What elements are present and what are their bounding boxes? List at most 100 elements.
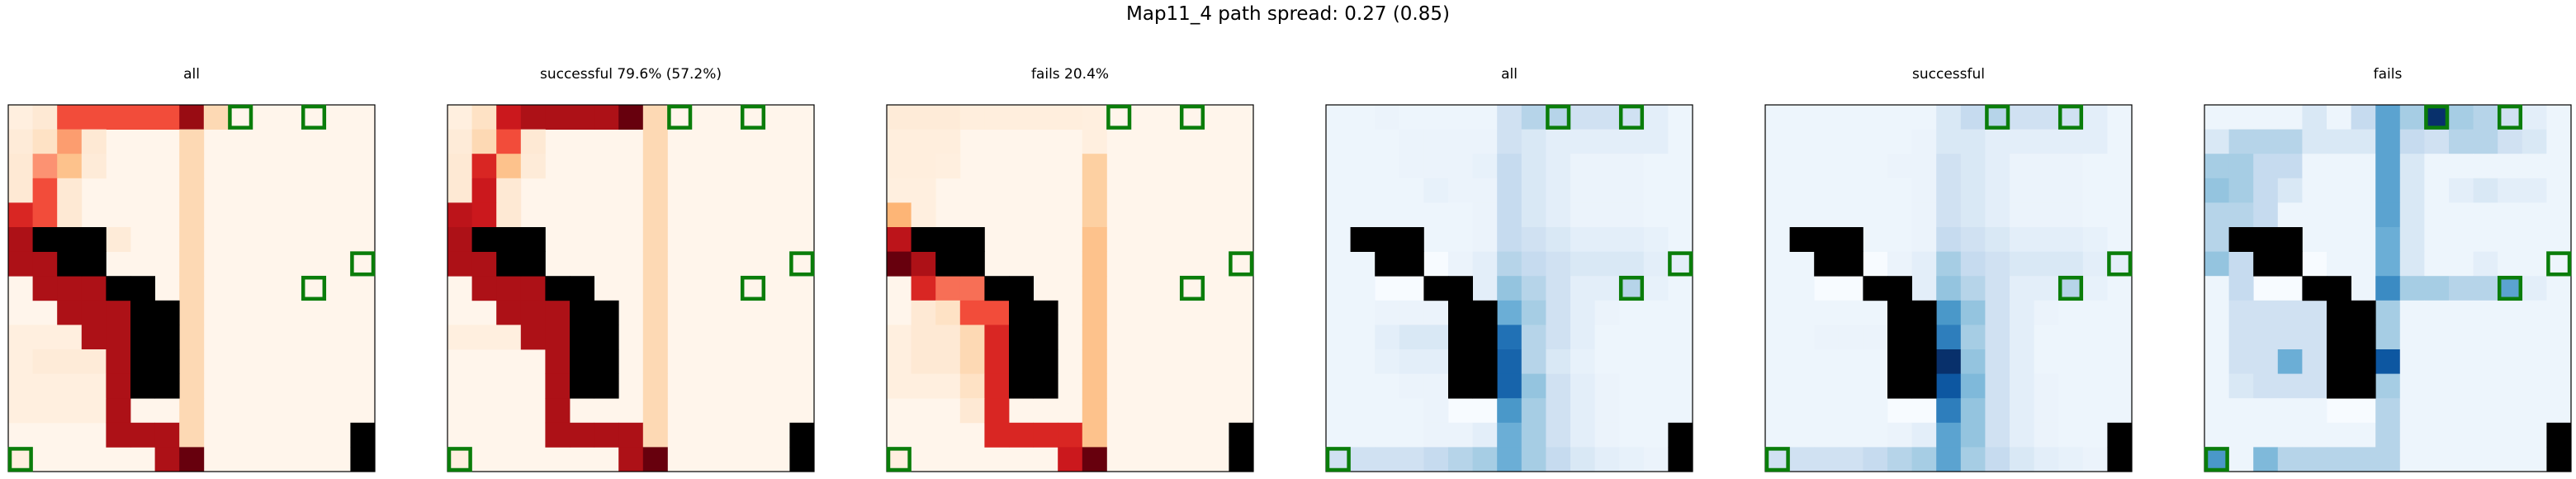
heatmap-cell <box>2204 202 2229 228</box>
heatmap-cell <box>520 276 546 301</box>
heatmap-cell <box>1375 178 1400 203</box>
heatmap-cell <box>1570 349 1595 374</box>
heatmap-cell <box>154 447 180 472</box>
heatmap-cell <box>1448 129 1473 154</box>
heatmap-cell <box>1521 398 1546 424</box>
heatmap-cell <box>2399 251 2425 277</box>
obstacle-cell <box>1668 447 1693 472</box>
heatmap-cell <box>447 447 472 472</box>
heatmap-cell <box>1960 349 1986 374</box>
heatmap-cell <box>984 105 1010 130</box>
heatmap-cell <box>1497 447 1522 472</box>
heatmap-cell <box>2546 398 2572 424</box>
heatmap-cell <box>1789 422 1815 448</box>
heatmap-cell <box>911 202 936 228</box>
heatmap-cell <box>2424 202 2450 228</box>
heatmap-cell <box>2399 227 2425 252</box>
obstacle-cell <box>1911 373 1937 399</box>
heatmap-cell <box>2473 447 2498 472</box>
obstacle-cell <box>1033 349 1058 374</box>
heatmap-cell <box>2522 227 2547 252</box>
heatmap-panel-3 <box>886 104 1254 472</box>
heatmap-cell <box>1838 422 1863 448</box>
heatmap-cell <box>1570 105 1595 130</box>
heatmap-cell <box>1985 154 2010 179</box>
heatmap-cell <box>179 325 205 350</box>
heatmap-cell <box>1619 129 1645 154</box>
heatmap-cell <box>2449 202 2474 228</box>
heatmap-cell <box>1497 276 1522 301</box>
heatmap-cell <box>1399 300 1424 325</box>
heatmap-cell <box>1546 178 1571 203</box>
heatmap-cell <box>1619 105 1645 130</box>
heatmap-cell <box>1789 251 1815 277</box>
heatmap-cell <box>2204 178 2229 203</box>
heatmap-cell <box>642 276 668 301</box>
heatmap-cell <box>911 129 936 154</box>
heatmap-cell <box>1643 178 1669 203</box>
heatmap-cell <box>1350 251 1376 277</box>
heatmap-cell <box>1619 373 1645 399</box>
heatmap-cell <box>642 227 668 252</box>
heatmap-cell <box>1399 373 1424 399</box>
goal-marker <box>228 104 253 130</box>
heatmap-cell <box>1960 447 1986 472</box>
figure-title: Map11_4 path spread: 0.27 (0.85) <box>1126 3 1450 25</box>
heatmap-cell <box>1521 373 1546 399</box>
heatmap-cell <box>1668 227 1693 252</box>
obstacle-cell <box>2546 422 2572 448</box>
heatmap-cell <box>2424 349 2450 374</box>
obstacle-cell <box>2327 373 2351 399</box>
obstacle-cell <box>1229 447 1254 472</box>
heatmap-cell <box>2424 154 2450 179</box>
obstacle-cell <box>130 300 155 325</box>
obstacle-cell <box>1887 276 1912 301</box>
heatmap-cell <box>1765 202 1790 228</box>
heatmap-cell <box>2010 129 2034 154</box>
heatmap-cell <box>57 325 83 350</box>
heatmap-cell <box>1326 251 1351 277</box>
heatmap-cell <box>1814 300 1840 325</box>
heatmap-panel-6 <box>2204 104 2572 472</box>
heatmap-cell <box>2034 154 2059 179</box>
heatmap-cell <box>1570 178 1595 203</box>
heatmap-cell <box>2058 349 2084 374</box>
heatmap-cell <box>1594 105 1620 130</box>
heatmap-cell <box>1033 105 1058 130</box>
heatmap-cell <box>1789 398 1815 424</box>
heatmap-cell <box>2399 447 2425 472</box>
heatmap-cell <box>1472 251 1498 277</box>
heatmap-cell <box>1058 447 1083 472</box>
heatmap-cell <box>1960 202 1986 228</box>
heatmap-cell <box>179 105 205 130</box>
heatmap-cell <box>1985 105 2010 130</box>
heatmap-cell <box>2351 202 2376 228</box>
heatmap-cell <box>2204 325 2229 350</box>
heatmap-cell <box>1960 154 1986 179</box>
heatmap-cell <box>2302 422 2327 448</box>
heatmap-cell <box>2277 373 2303 399</box>
heatmap-cell <box>1350 129 1376 154</box>
heatmap-cell <box>2399 178 2425 203</box>
heatmap-cell <box>1985 129 2010 154</box>
heatmap-cell <box>1497 398 1522 424</box>
heatmap-cell <box>1936 349 1962 374</box>
heatmap-cell <box>8 349 33 374</box>
heatmap-cell <box>32 325 58 350</box>
heatmap-cell <box>2399 154 2425 179</box>
heatmap-cell <box>2375 349 2401 374</box>
heatmap-cell <box>1814 325 1840 350</box>
heatmap-cell <box>1472 105 1498 130</box>
heatmap-cell <box>81 398 107 424</box>
heatmap-cell <box>2082 202 2108 228</box>
heatmap-cell <box>911 178 936 203</box>
heatmap-cell <box>911 154 936 179</box>
heatmap-cell <box>1546 300 1571 325</box>
heatmap-cell <box>2010 398 2034 424</box>
heatmap-cell <box>1423 202 1449 228</box>
heatmap-cell <box>1985 349 2010 374</box>
heatmap-cell <box>2058 202 2084 228</box>
heatmap-cell <box>1399 447 1424 472</box>
heatmap-cell <box>2082 154 2108 179</box>
